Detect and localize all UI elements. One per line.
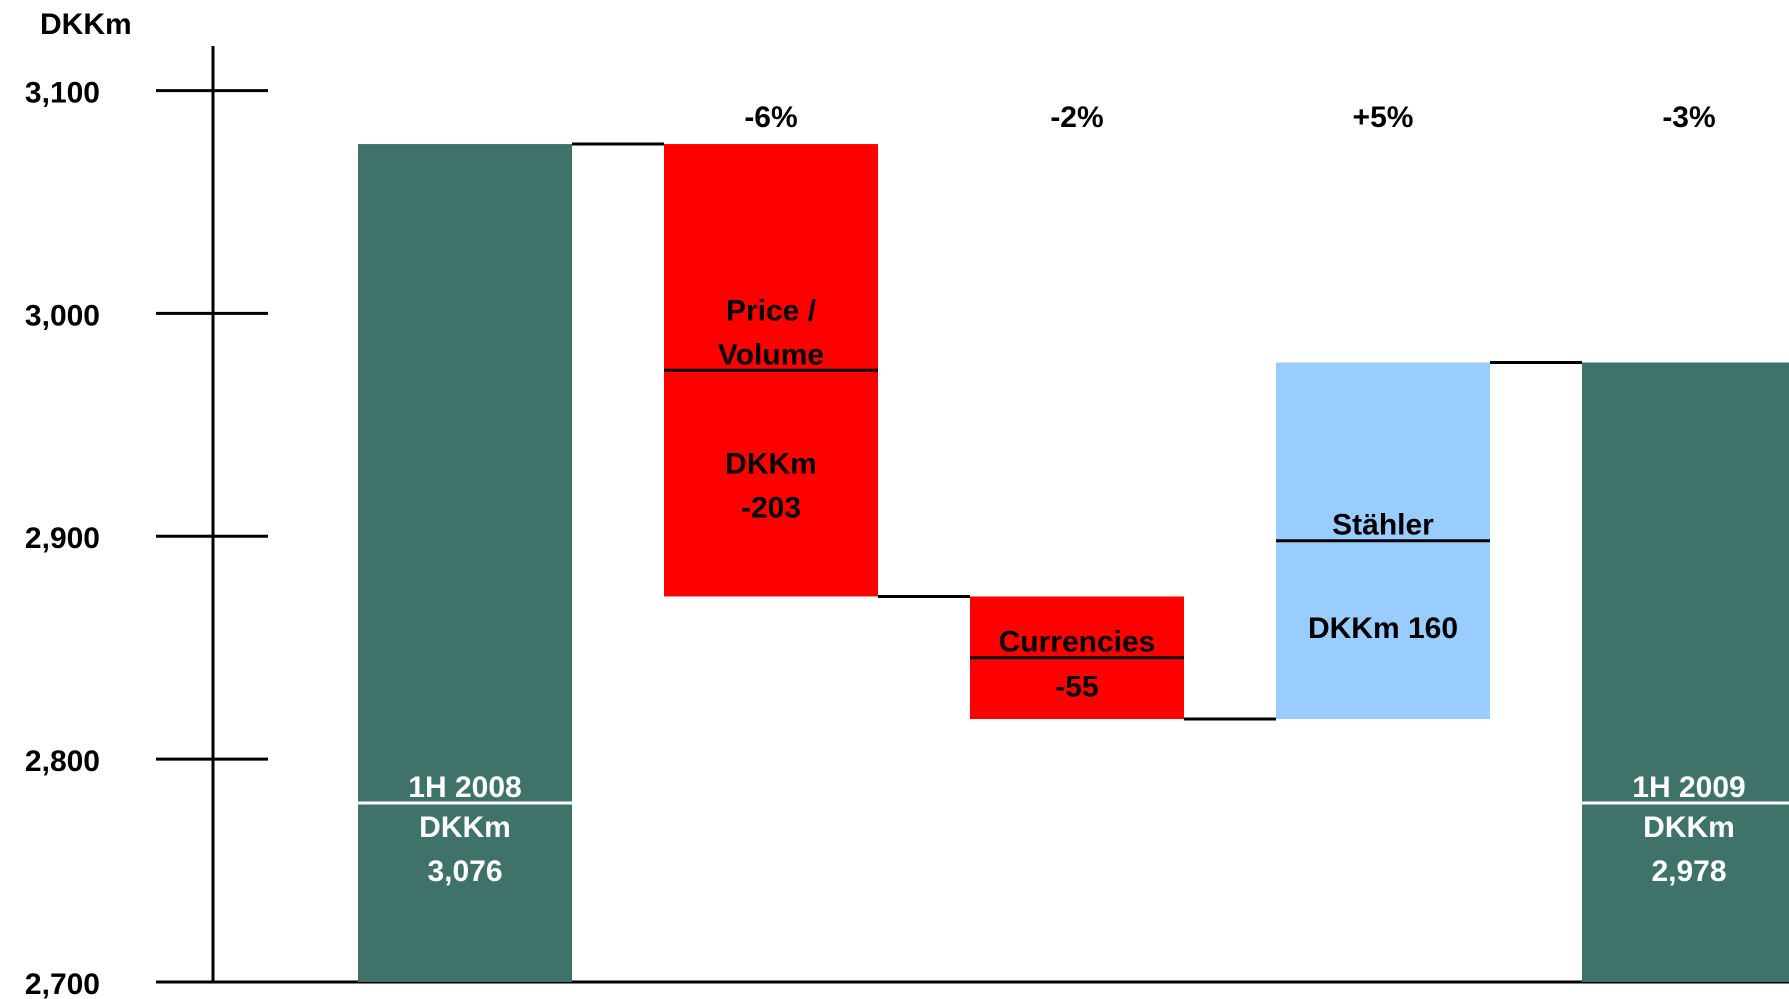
y-tick-label: 2,800	[25, 745, 100, 778]
change-label: -2%	[1050, 101, 1103, 134]
y-tick-label: 2,700	[25, 968, 100, 999]
bar	[1582, 362, 1789, 982]
y-axis-label: DKKm	[40, 8, 132, 41]
change-label: -3%	[1662, 101, 1715, 134]
y-tick-label: 2,900	[25, 522, 100, 555]
category-label: Price / Volume	[718, 294, 824, 371]
category-label: 1H 2008	[408, 771, 521, 804]
category-label: Currencies	[999, 626, 1156, 659]
value-label: DKKm 2,978	[1643, 811, 1735, 888]
category-label: Stähler	[1332, 509, 1434, 542]
value-label: DKKm -203	[725, 447, 817, 524]
value-label: -55	[1055, 670, 1098, 703]
value-label: DKKm 160	[1308, 612, 1458, 645]
change-label: -6%	[744, 101, 797, 134]
y-tick-label: 3,000	[25, 299, 100, 332]
change-label: +5%	[1353, 101, 1414, 134]
value-label: DKKm 3,076	[419, 811, 511, 888]
y-tick-label: 3,100	[25, 76, 100, 109]
bar	[358, 144, 572, 983]
category-label: 1H 2009	[1632, 771, 1745, 804]
